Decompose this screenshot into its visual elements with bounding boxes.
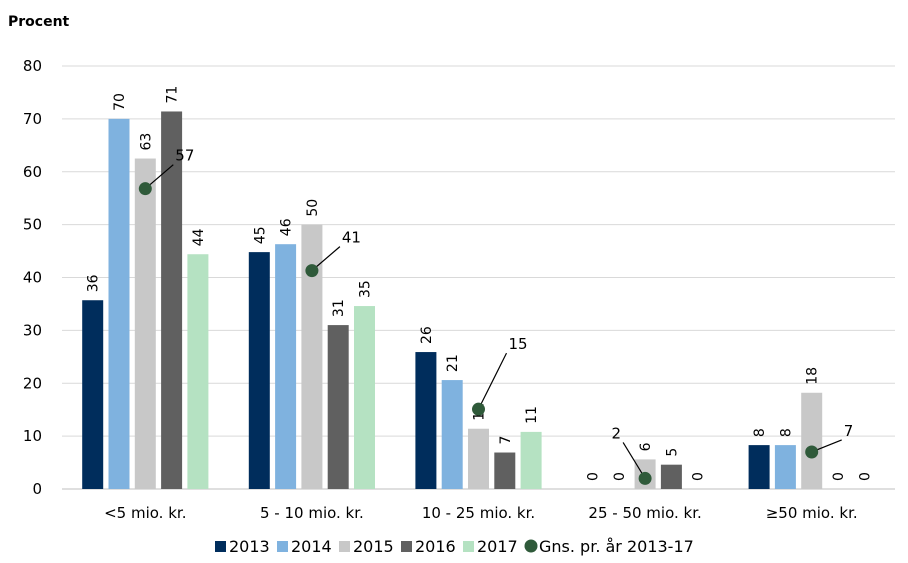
- data-label-2015-5-10-mio-kr: 50: [305, 199, 321, 217]
- data-label-2013-25-50-mio-kr: 0: [586, 472, 602, 481]
- legend-swatch-2014: [277, 541, 288, 552]
- data-label-2016-50-mio-kr: 0: [831, 472, 847, 481]
- y-axis-title: Procent: [8, 14, 70, 30]
- y-tick-50: 50: [23, 216, 42, 234]
- bar-2014-5-10-mio-kr: [275, 244, 297, 489]
- bar-2014-10-25-mio-kr: [441, 380, 463, 489]
- legend-label-2017: 2017: [477, 537, 518, 556]
- bar-2015-10-25-mio-kr: [468, 428, 489, 489]
- data-label-2014-25-50-mio-kr: 0: [612, 472, 628, 481]
- average-label-50-mio-kr: 7: [844, 422, 854, 440]
- bar-2016-25-50-mio-kr: [660, 464, 682, 489]
- y-tick-30: 30: [23, 321, 42, 339]
- bar-2014-5-mio-kr: [108, 118, 130, 489]
- average-label-25-50-mio-kr: 2: [612, 424, 622, 442]
- bar-2016-5-10-mio-kr: [327, 325, 349, 489]
- legend-label-2013: 2013: [229, 537, 270, 556]
- bar-2016-10-25-mio-kr: [494, 452, 516, 489]
- average-callout-10-25-mio-kr: [477, 352, 508, 410]
- gridlines: [62, 65, 895, 490]
- legend-label-gns-pr-r-2013-17: Gns. pr. år 2013-17: [539, 537, 694, 556]
- average-marker-10-25-mio-kr: [472, 402, 485, 416]
- data-label-2017-50-mio-kr: 0: [857, 472, 873, 481]
- bar-2016-5-mio-kr: [161, 111, 183, 489]
- data-labels: 3670637144454650313526211171100650881800: [86, 86, 874, 481]
- bar-2015-5-10-mio-kr: [301, 224, 323, 489]
- data-label-2017-5-10-mio-kr: 35: [358, 280, 374, 298]
- legend: 2013 2014 2015 2016 2017 Gns. pr. år 2013-17: [215, 537, 694, 556]
- bar-2017-10-25-mio-kr: [520, 431, 542, 489]
- data-label-2013-10-25-mio-kr: 26: [419, 326, 435, 344]
- average-label-5-10-mio-kr: 41: [342, 229, 361, 247]
- data-label-2016-10-25-mio-kr: 7: [498, 436, 514, 445]
- data-label-2014-10-25-mio-kr: 21: [445, 354, 461, 372]
- bar-2013-5-10-mio-kr: [248, 252, 270, 489]
- bar-2015-5-mio-kr: [134, 158, 156, 489]
- data-label-2017-10-25-mio-kr: 11: [524, 406, 540, 424]
- legend-swatch-2016: [401, 541, 412, 552]
- data-label-2014-5-10-mio-kr: 46: [279, 218, 295, 236]
- bars: [82, 111, 823, 489]
- average-marker-50-mio-kr: [805, 445, 819, 459]
- legend-swatch-2013: [215, 541, 226, 552]
- y-tick-70: 70: [23, 110, 42, 128]
- average-callout-25-50-mio-kr: [622, 442, 646, 479]
- category-labels: <5 mio. kr. 5 - 10 mio. kr. 10 - 25 mio. k…: [104, 504, 858, 522]
- bar-2013-50-mio-kr: [748, 445, 770, 489]
- category-label-25-50-mio-kr: 25 - 50 mio. kr.: [588, 504, 701, 522]
- data-label-2015-50-mio-kr: 18: [805, 367, 821, 385]
- data-label-2014-50-mio-kr: 8: [778, 428, 794, 437]
- legend-swatch-2017: [463, 541, 474, 552]
- legend-label-2016: 2016: [415, 537, 456, 556]
- average-label-10-25-mio-kr: 15: [509, 335, 528, 353]
- data-label-2017-5-mio-kr: 44: [191, 228, 207, 246]
- bar-2017-5-mio-kr: [187, 254, 209, 489]
- data-label-2013-5-10-mio-kr: 45: [252, 226, 268, 244]
- legend-swatch-2015: [339, 541, 350, 552]
- legend-swatch-average: [524, 539, 538, 553]
- y-tick-0: 0: [32, 480, 42, 498]
- y-tick-labels: 0 10 20 30 40 50 60 70 80: [23, 57, 42, 498]
- legend-label-2014: 2014: [291, 537, 332, 556]
- data-label-2015-25-50-mio-kr: 6: [638, 442, 654, 451]
- data-label-2015-5-mio-kr: 63: [138, 133, 154, 151]
- bar-2017-5-10-mio-kr: [354, 306, 375, 489]
- data-label-2014-5-mio-kr: 70: [112, 93, 128, 111]
- data-label-2016-5-10-mio-kr: 31: [331, 299, 347, 317]
- y-tick-10: 10: [23, 427, 42, 445]
- bar-2013-5-mio-kr: [82, 300, 104, 489]
- bar-2014-50-mio-kr: [774, 445, 796, 489]
- category-label-5-10-mio-kr: 5 - 10 mio. kr.: [260, 504, 364, 522]
- average-label-5-mio-kr: 57: [175, 147, 194, 165]
- y-tick-40: 40: [23, 269, 42, 287]
- data-label-2016-25-50-mio-kr: 5: [664, 448, 680, 457]
- bar-2015-50-mio-kr: [801, 392, 823, 489]
- y-tick-20: 20: [23, 374, 42, 392]
- average-marker-5-mio-kr: [138, 182, 152, 196]
- average-marker-25-50-mio-kr: [638, 471, 652, 485]
- data-label-2013-50-mio-kr: 8: [752, 428, 768, 437]
- y-tick-80: 80: [23, 57, 42, 75]
- y-tick-60: 60: [23, 163, 42, 181]
- category-label-50-mio-kr: ≥50 mio. kr.: [766, 504, 858, 522]
- average-marker-5-10-mio-kr: [305, 264, 319, 278]
- data-label-2017-25-50-mio-kr: 0: [691, 472, 707, 481]
- data-label-2013-5-mio-kr: 36: [86, 274, 102, 292]
- legend-label-2015: 2015: [353, 537, 394, 556]
- category-label-5-mio-kr: <5 mio. kr.: [104, 504, 186, 522]
- data-label-2016-5-mio-kr: 71: [165, 86, 181, 104]
- category-label-10-25-mio-kr: 10 - 25 mio. kr.: [422, 504, 535, 522]
- bar-2013-10-25-mio-kr: [415, 352, 437, 489]
